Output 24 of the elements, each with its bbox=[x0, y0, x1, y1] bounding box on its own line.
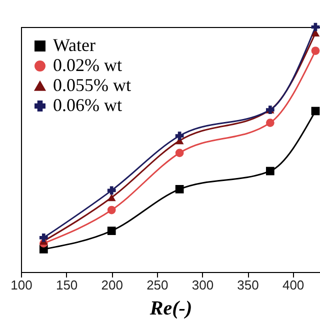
x-axis-title: Re(-) bbox=[148, 298, 192, 320]
x-tick-label: 100 bbox=[10, 278, 32, 292]
point bbox=[175, 132, 184, 140]
point bbox=[266, 166, 274, 176]
x-tick-label: 300 bbox=[192, 278, 214, 292]
x-tick-label: 400 bbox=[282, 278, 304, 292]
x-tick-label: 200 bbox=[101, 278, 123, 292]
point bbox=[107, 186, 116, 195]
point bbox=[107, 194, 116, 202]
point bbox=[175, 185, 184, 194]
point bbox=[107, 206, 116, 214]
point bbox=[175, 148, 184, 158]
point bbox=[107, 226, 116, 236]
x-tick-label: 150 bbox=[56, 278, 78, 292]
legend-label: Water bbox=[53, 35, 96, 55]
x-tick-label: 250 bbox=[146, 278, 168, 292]
legend-label: 0.055% wt bbox=[53, 75, 131, 95]
point bbox=[266, 118, 274, 127]
x-tick-label: 350 bbox=[237, 278, 259, 292]
legend-label: 0.06% wt bbox=[53, 95, 122, 115]
point bbox=[311, 106, 320, 116]
legend-label: 0.02% wt bbox=[53, 55, 122, 75]
point bbox=[39, 234, 48, 242]
point bbox=[311, 46, 320, 55]
